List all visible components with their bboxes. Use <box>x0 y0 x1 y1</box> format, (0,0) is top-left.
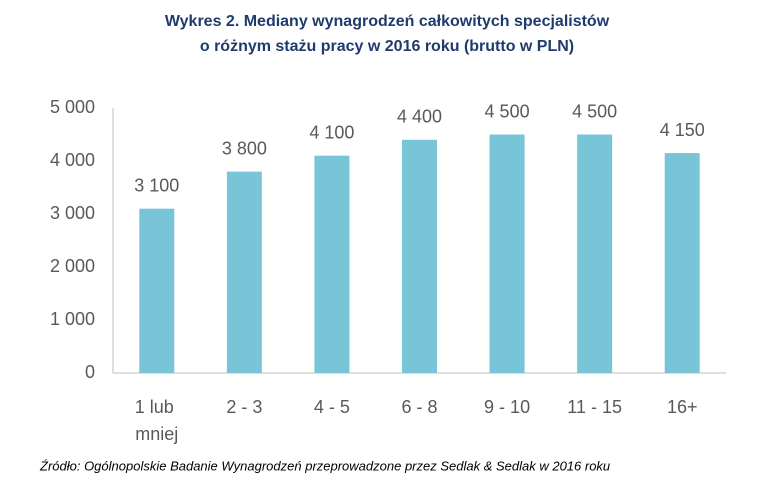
x-tick-label: 11 - 15 <box>567 397 622 417</box>
source-note: Źródło: Ogólnopolskie Badanie Wynagrodze… <box>39 458 610 473</box>
x-tick-label: 9 - 10 <box>484 397 530 417</box>
chart-title: o różnym stażu pracy w 2016 roku (brutto… <box>200 38 574 55</box>
bar <box>577 134 613 373</box>
y-tick-label: 5 000 <box>50 97 95 117</box>
bar <box>226 171 262 373</box>
x-tick-label: 1 lub mniej <box>135 397 179 444</box>
data-label: 4 100 <box>309 122 354 142</box>
bar <box>664 153 700 373</box>
y-tick-label: 2 000 <box>50 256 95 276</box>
x-tick-label: 6 - 8 <box>401 397 437 417</box>
data-label: 4 150 <box>660 120 705 140</box>
bar <box>139 208 175 373</box>
y-tick-label: 4 000 <box>50 150 95 170</box>
bar <box>314 155 350 373</box>
bar <box>402 139 437 373</box>
data-label: 4 400 <box>397 107 442 127</box>
x-tick-label: 2 - 3 <box>226 397 262 417</box>
y-tick-label: 0 <box>85 362 95 382</box>
data-label: 3 800 <box>222 138 267 158</box>
x-tick-label: 4 - 5 <box>314 397 350 417</box>
chart-title: Wykres 2. Mediany wynagrodzeń całkowityc… <box>165 13 610 30</box>
data-label: 4 500 <box>572 101 617 121</box>
y-tick-label: 3 000 <box>50 203 95 223</box>
data-label: 3 100 <box>134 175 179 195</box>
y-tick-label: 1 000 <box>50 309 95 329</box>
data-label: 4 500 <box>485 101 530 121</box>
x-tick-label: 16+ <box>667 397 698 417</box>
bar <box>489 134 525 373</box>
